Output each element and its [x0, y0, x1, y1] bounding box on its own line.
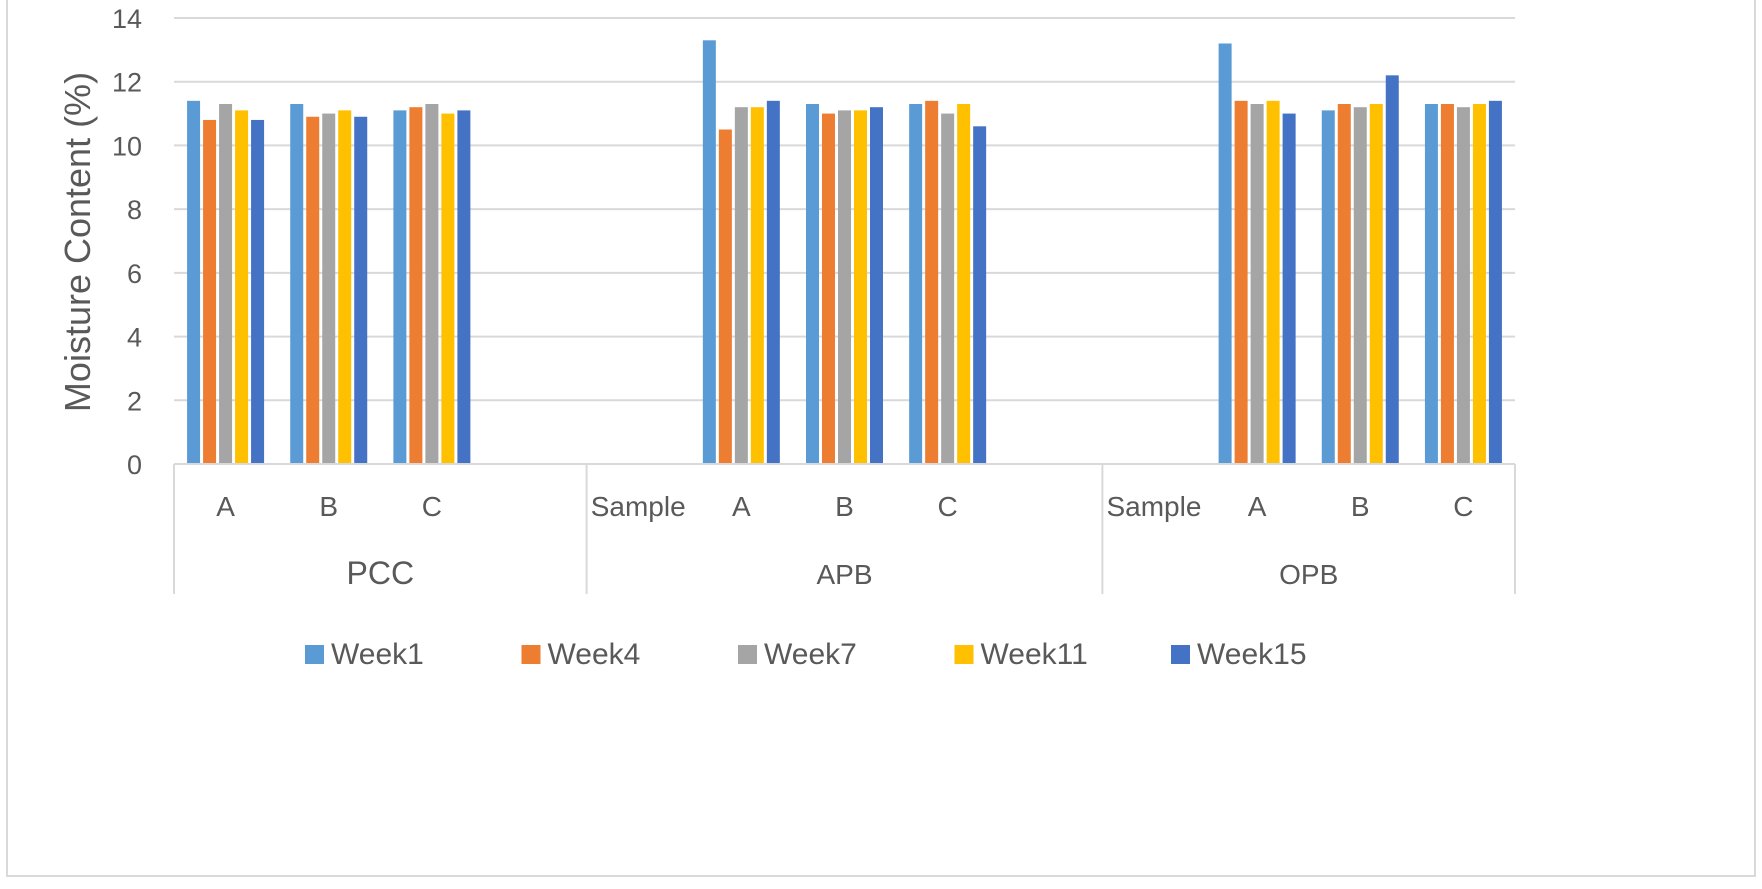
- y-tick-label: 12: [112, 68, 142, 98]
- y-tick-label: 8: [127, 195, 142, 225]
- legend-swatch: [738, 645, 757, 664]
- bar-week1-a: [1218, 43, 1232, 464]
- bar-week11-c: [957, 104, 971, 464]
- bar-week7-a: [734, 107, 748, 464]
- bar-week15-a: [766, 100, 780, 464]
- bar-week15-a: [1282, 113, 1296, 465]
- bar-week7-b: [322, 113, 336, 465]
- legend-swatch: [521, 645, 541, 664]
- y-tick-label: 10: [112, 131, 142, 161]
- x-tick-label: B: [1351, 491, 1370, 522]
- x-axis: A B C Sample A B C Sample A B C PCC APB OPB: [173, 463, 1516, 594]
- legend: Week1 Week4 Week7 Week11 Week15: [305, 638, 1307, 671]
- bar-week4-a: [718, 129, 732, 464]
- x-tick-label: A: [732, 491, 751, 522]
- x-tick-label: C: [422, 491, 442, 522]
- legend-item-week15: Week15: [1171, 638, 1307, 671]
- bar-week1-c: [1424, 104, 1438, 464]
- bar-week1-b: [1321, 110, 1335, 464]
- bar-week11-c: [441, 113, 455, 465]
- bar-week15-a: [251, 119, 265, 464]
- bar-week4-a: [1234, 100, 1248, 464]
- group-label: APB: [816, 559, 872, 590]
- bar-week4-a: [203, 119, 217, 464]
- bar-week7-a: [219, 104, 233, 464]
- legend-item-week11: Week11: [954, 638, 1088, 671]
- bar-week11-c: [1472, 104, 1486, 464]
- bar-week7-c: [941, 113, 955, 465]
- x-tick-label: A: [1248, 491, 1267, 522]
- legend-label: Week1: [331, 638, 424, 671]
- legend-label: Week4: [548, 638, 641, 671]
- group-label: OPB: [1279, 559, 1338, 590]
- bar-week15-b: [1385, 75, 1399, 464]
- bar-week1-c: [909, 104, 923, 464]
- bar-week4-c: [1440, 104, 1454, 464]
- x-tick-label: B: [319, 491, 338, 522]
- legend-swatch: [1171, 645, 1190, 664]
- x-tick-label: A: [216, 491, 235, 522]
- legend-item-week7: Week7: [738, 638, 857, 671]
- bar-week15-b: [354, 116, 368, 464]
- y-tick-label: 0: [127, 450, 142, 480]
- bar-week7-c: [425, 104, 439, 464]
- y-tick-label: 6: [127, 259, 142, 289]
- bar-week11-b: [338, 110, 352, 464]
- bar-week4-c: [925, 100, 939, 464]
- bar-week11-b: [1369, 104, 1383, 464]
- legend-item-week1: Week1: [305, 638, 424, 671]
- bar-week4-b: [1337, 104, 1351, 464]
- bar-week11-a: [750, 107, 764, 464]
- bar-week15-c: [457, 110, 471, 464]
- legend-swatch: [954, 645, 974, 664]
- bar-week1-b: [806, 104, 819, 464]
- bar-week1-b: [290, 104, 304, 464]
- bar-week7-c: [1456, 107, 1470, 464]
- legend-label: Week7: [764, 638, 857, 671]
- legend-item-week4: Week4: [521, 638, 641, 671]
- y-tick-label: 14: [112, 4, 142, 34]
- bar-week7-a: [1250, 104, 1264, 464]
- bar-week15-c: [973, 126, 987, 465]
- bar-week4-c: [409, 107, 423, 464]
- x-tick-label: C: [938, 491, 958, 522]
- x-tick-label: Sample: [1106, 491, 1201, 522]
- legend-label: Week15: [1197, 638, 1307, 671]
- y-axis-label: Moisture Content (%): [57, 72, 98, 412]
- bar-week15-c: [1488, 100, 1502, 464]
- bar-week11-b: [854, 110, 867, 464]
- bar-week11-a: [235, 110, 249, 464]
- bar-week7-b: [1353, 107, 1367, 464]
- bars: [187, 40, 1502, 465]
- bar-week11-a: [1266, 100, 1280, 464]
- x-tick-label: Sample: [591, 491, 686, 522]
- legend-swatch: [305, 645, 324, 664]
- legend-label: Week11: [981, 638, 1088, 671]
- bar-week4-b: [306, 116, 320, 464]
- bar-week1-a: [702, 40, 716, 465]
- y-tick-label: 2: [127, 386, 142, 416]
- group-label: PCC: [347, 555, 415, 591]
- y-tick-label: 4: [127, 323, 142, 353]
- bar-week1-a: [187, 100, 201, 464]
- bar-week1-c: [393, 110, 407, 464]
- bar-week7-b: [838, 110, 851, 464]
- bar-week15-b: [870, 107, 883, 464]
- x-tick-label: C: [1453, 491, 1473, 522]
- bar-week4-b: [822, 113, 835, 465]
- y-axis: 0 2 4 6 8 10 12 14: [112, 4, 142, 480]
- x-tick-label: B: [835, 491, 854, 522]
